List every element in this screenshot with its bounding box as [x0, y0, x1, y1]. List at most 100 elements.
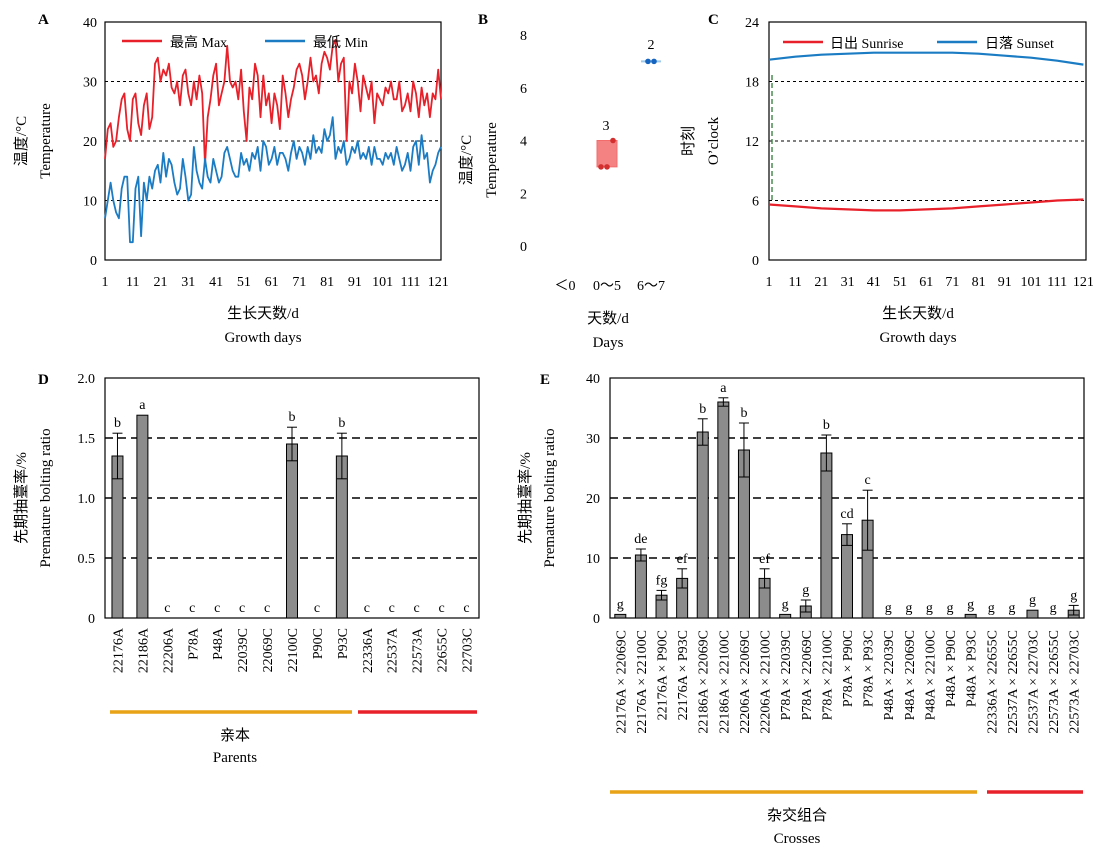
significance-letter: c	[214, 601, 220, 616]
category-label: 22186A × 22069C	[697, 630, 712, 734]
category-label: 22703C	[461, 628, 476, 672]
significance-letter: g	[1050, 601, 1057, 616]
legend-sunrise-label: 日出 Sunrise	[830, 36, 904, 52]
category-label: P48A × 22069C	[903, 630, 918, 720]
series-sunset-line	[768, 51, 1084, 66]
c-ytick-label: 24	[745, 16, 759, 31]
significance-letter: g	[617, 597, 624, 612]
panel-e-group-cn: 杂交组合	[767, 806, 827, 824]
e-ytick-label: 30	[586, 432, 600, 447]
panel-b-letter: B	[478, 12, 488, 28]
category-label: 22573A × 22655C	[1047, 630, 1062, 734]
category-label: 22176A × P90C	[656, 630, 671, 720]
panel-a-xlabel-cn: 生长天数/d	[227, 305, 299, 322]
category-label: 22206A × 22100C	[759, 630, 774, 734]
b-xtick-label: 0～5	[593, 279, 621, 294]
significance-letter: b	[289, 410, 296, 425]
c-xtick-label: 91	[998, 275, 1012, 290]
significance-letter: ef	[759, 552, 770, 567]
a-xtick-label: 11	[126, 275, 139, 290]
significance-letter: g	[782, 597, 789, 612]
category-label: 22039C	[236, 628, 251, 672]
bar-e	[614, 613, 627, 619]
panel-c-xlabel-en: Growth days	[879, 330, 956, 346]
category-label: 22100C	[286, 628, 301, 672]
significance-letter: c	[264, 601, 270, 616]
c-ytick-label: 0	[752, 254, 759, 269]
significance-letter: ef	[677, 552, 688, 567]
significance-letter: g	[926, 601, 933, 616]
c-xtick-label: 1	[766, 275, 773, 290]
panel-b-boxes	[596, 58, 661, 170]
panel-b: B 0 2 4 6 8 ＜0 0～5 6～7 3 2 温度/°C Temperature 天…	[458, 12, 665, 351]
significance-letter: b	[740, 406, 747, 421]
panel-a-series	[104, 38, 442, 244]
panel-d-ylabel-cn: 先期抽薹率/%	[13, 452, 30, 544]
panel-b-xticks: ＜0 0～5 6～7	[555, 279, 666, 294]
a-ytick-label: 0	[90, 254, 97, 269]
panel-d-group-en: Parents	[213, 750, 257, 766]
a-xtick-label: 101	[372, 275, 393, 290]
c-xtick-label: 21	[814, 275, 828, 290]
panel-e-bars: g 22176A × 22069C de 22176A × 22100C fg 22176…	[614, 381, 1083, 734]
category-label: 22206A × 22069C	[738, 630, 753, 734]
bar-e	[841, 534, 853, 619]
significance-letter: g	[967, 597, 974, 612]
b-point	[651, 58, 657, 65]
panel-e-ylabel-en: Premature bolting ratio	[542, 428, 558, 567]
panel-e-yticks: 0 10 20 30 40	[586, 372, 600, 627]
panel-e-group-en: Crosses	[774, 831, 821, 847]
e-ytick-label: 40	[586, 372, 600, 387]
e-ytick-label: 0	[593, 612, 600, 627]
significance-letter: c	[314, 601, 320, 616]
panel-b-count-1: 3	[603, 119, 610, 134]
a-xtick-label: 121	[428, 275, 449, 290]
category-label: 22336A	[361, 627, 376, 673]
series-max-line	[104, 38, 442, 166]
category-label: 22176A × 22069C	[614, 630, 629, 734]
bar-d	[335, 455, 348, 619]
legend-sunset-label: 日落 Sunset	[985, 36, 1054, 52]
significance-letter: a	[720, 381, 727, 396]
d-ytick-label: 2.0	[78, 372, 96, 387]
c-xtick-label: 61	[919, 275, 933, 290]
panel-a-yticks: 0 10 20 30 40	[83, 16, 97, 269]
panel-a-legend: 最高 Max 最低 Min	[122, 34, 368, 51]
significance-letter: b	[338, 416, 345, 431]
a-xtick-label: 61	[265, 275, 279, 290]
significance-letter: de	[634, 532, 647, 547]
category-label: P93C	[336, 628, 351, 659]
panel-a-xticks: 1 11 21 31 41 51 61 71 81 91 101 111 121	[102, 275, 449, 290]
significance-letter: g	[905, 601, 912, 616]
a-xtick-label: 71	[292, 275, 306, 290]
bar-e	[696, 431, 709, 619]
significance-letter: b	[114, 416, 121, 431]
bar-d	[136, 414, 149, 619]
a-xtick-label: 111	[400, 275, 420, 290]
c-xtick-label: 71	[945, 275, 959, 290]
c-xtick-label: 81	[972, 275, 986, 290]
bar-d	[286, 443, 298, 619]
a-ytick-label: 30	[83, 76, 97, 91]
c-xtick-label: 111	[1047, 275, 1067, 290]
panel-d-letter: D	[38, 372, 49, 388]
panel-c-letter: C	[708, 12, 719, 28]
b-ytick-label: 4	[520, 135, 527, 150]
significance-letter: a	[139, 398, 146, 413]
b-ytick-label: 2	[520, 187, 527, 202]
a-xtick-label: 41	[209, 275, 223, 290]
category-label: P48A × P93C	[965, 630, 980, 707]
bar-e	[820, 452, 833, 619]
significance-letter: g	[1008, 601, 1015, 616]
panel-b-ylabel-en: Temperature	[484, 122, 500, 198]
bar-e	[779, 613, 792, 619]
c-xtick-label: 51	[893, 275, 907, 290]
panel-c-legend: 日出 Sunrise 日落 Sunset	[783, 36, 1054, 52]
panel-b-xlabel-en: Days	[593, 335, 624, 351]
b-ytick-label: 0	[520, 240, 527, 255]
c-ytick-label: 6	[752, 195, 759, 210]
panel-a-xlabel-en: Growth days	[224, 330, 301, 346]
a-xtick-label: 81	[320, 275, 334, 290]
d-ytick-label: 0	[88, 612, 95, 627]
c-xtick-label: 31	[841, 275, 855, 290]
